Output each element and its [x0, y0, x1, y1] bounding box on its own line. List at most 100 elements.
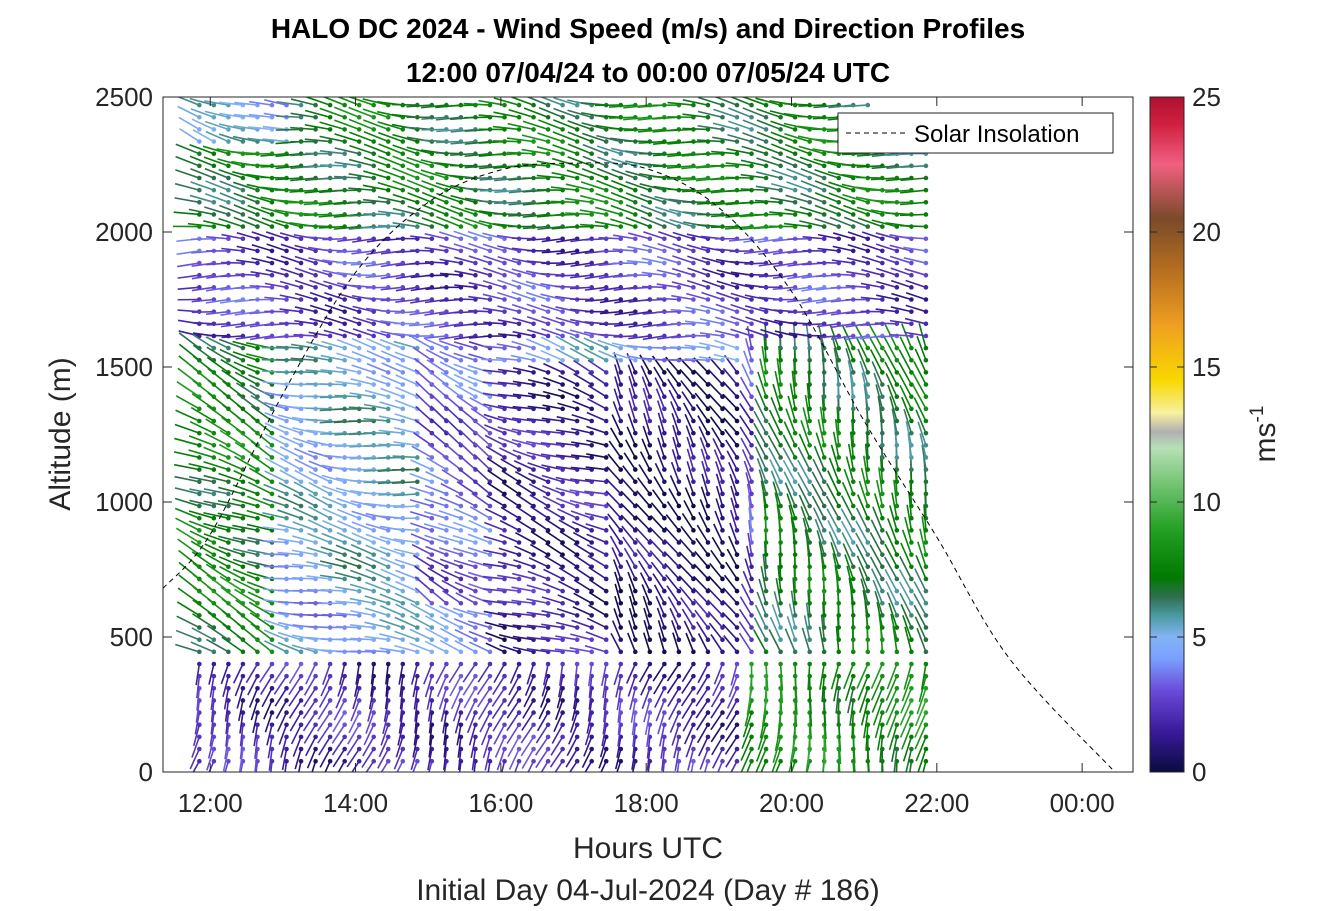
wind-barb	[191, 285, 217, 292]
wind-barb	[264, 282, 289, 290]
wind-barb	[234, 101, 260, 108]
colorbar-label: ms-1	[1247, 406, 1282, 463]
wind-barb	[205, 553, 231, 570]
wind-barb	[292, 521, 318, 533]
wind-barb	[331, 722, 347, 744]
wind-barb	[273, 673, 289, 695]
wind-barb	[304, 123, 333, 132]
wind-barb	[217, 524, 246, 533]
y-tick-label: 0	[139, 757, 153, 787]
wind-barb	[288, 686, 304, 707]
wind-barb	[262, 497, 289, 509]
wind-barb	[290, 112, 318, 120]
wind-barb	[288, 673, 304, 696]
wind-barb	[263, 540, 289, 545]
wind-barb	[265, 231, 289, 242]
wind-barb	[322, 496, 347, 509]
wind-barb	[321, 474, 347, 485]
wind-barb	[264, 401, 289, 412]
wind-barb	[333, 698, 347, 721]
wind-barb	[316, 710, 333, 732]
wind-barb	[191, 627, 217, 642]
wind-barb	[231, 511, 260, 521]
wind-barb	[294, 292, 318, 302]
wind-barb	[322, 661, 333, 685]
wind-barb	[175, 517, 202, 533]
wind-barbs	[172, 97, 929, 772]
wind-barb	[261, 686, 275, 708]
wind-barb	[308, 505, 333, 521]
wind-barb	[279, 308, 304, 314]
wind-barb	[176, 97, 202, 108]
wind-barb	[250, 440, 275, 460]
wind-barb	[175, 143, 202, 156]
wind-barb	[233, 470, 260, 485]
wind-barb	[205, 120, 231, 132]
wind-barb	[251, 257, 275, 266]
wind-barb	[175, 155, 202, 169]
wind-barb	[305, 661, 318, 685]
wind-barb	[308, 268, 333, 278]
wind-barb	[306, 546, 333, 557]
wind-barb	[218, 556, 246, 570]
wind-barb	[259, 673, 275, 695]
wind-barb	[174, 507, 202, 521]
wind-barb	[311, 758, 318, 772]
wind-barb	[205, 297, 231, 304]
x-tick-label: 12:00	[178, 788, 243, 818]
colorbar-label-exponent: -1	[1247, 406, 1268, 423]
colorbar-tick-label: 10	[1192, 487, 1221, 517]
wind-barb	[335, 686, 347, 709]
wind-barb	[245, 661, 260, 684]
wind-barb	[236, 232, 260, 242]
wind-barb	[232, 558, 260, 570]
wind-barb	[278, 414, 304, 424]
wind-barb	[218, 217, 246, 229]
colorbar-tick-label: 15	[1192, 352, 1221, 382]
wind-barb	[263, 483, 289, 497]
wind-barb	[303, 673, 318, 696]
wind-barb	[206, 346, 231, 363]
wind-barb	[218, 546, 246, 557]
wind-barb	[232, 524, 260, 533]
wind-barb	[267, 734, 275, 759]
wind-barb	[305, 734, 318, 757]
wind-barb	[204, 206, 231, 217]
wind-barb	[276, 114, 304, 120]
wind-barb	[294, 458, 318, 472]
wind-barb	[246, 193, 275, 205]
wind-barb	[292, 734, 304, 757]
wind-barb	[247, 204, 275, 217]
wind-barb	[290, 357, 318, 363]
wind-barb	[205, 180, 231, 193]
wind-barb	[190, 181, 217, 193]
wind-barb	[280, 734, 289, 758]
wind-barb	[279, 280, 304, 290]
wind-barb	[217, 499, 246, 509]
wind-barb	[204, 192, 231, 205]
wind-barb	[233, 204, 260, 217]
wind-barb	[279, 446, 304, 460]
colorbar-tick-label: 5	[1192, 622, 1206, 652]
x-axis-sublabel: Initial Day 04-Jul-2024 (Day # 186)	[416, 874, 880, 907]
wind-barb	[203, 460, 231, 472]
wind-barb	[294, 255, 318, 266]
wind-barb	[264, 422, 289, 436]
x-tick-label: 16:00	[468, 788, 533, 818]
wind-barb	[279, 232, 304, 242]
wind-barb	[191, 297, 217, 303]
wind-barb	[290, 343, 318, 351]
wind-barb	[322, 519, 347, 533]
wind-barb	[192, 722, 202, 747]
wind-barb	[218, 486, 246, 497]
wind-barb	[221, 636, 246, 655]
wind-barb	[324, 316, 347, 327]
wind-barb	[319, 746, 333, 768]
wind-barb	[195, 661, 202, 686]
wind-barb	[320, 354, 347, 363]
wind-barb	[233, 181, 260, 193]
y-axis-label: Altitude (m)	[44, 357, 77, 510]
wind-barb	[324, 292, 347, 302]
wind-barb	[294, 746, 304, 770]
